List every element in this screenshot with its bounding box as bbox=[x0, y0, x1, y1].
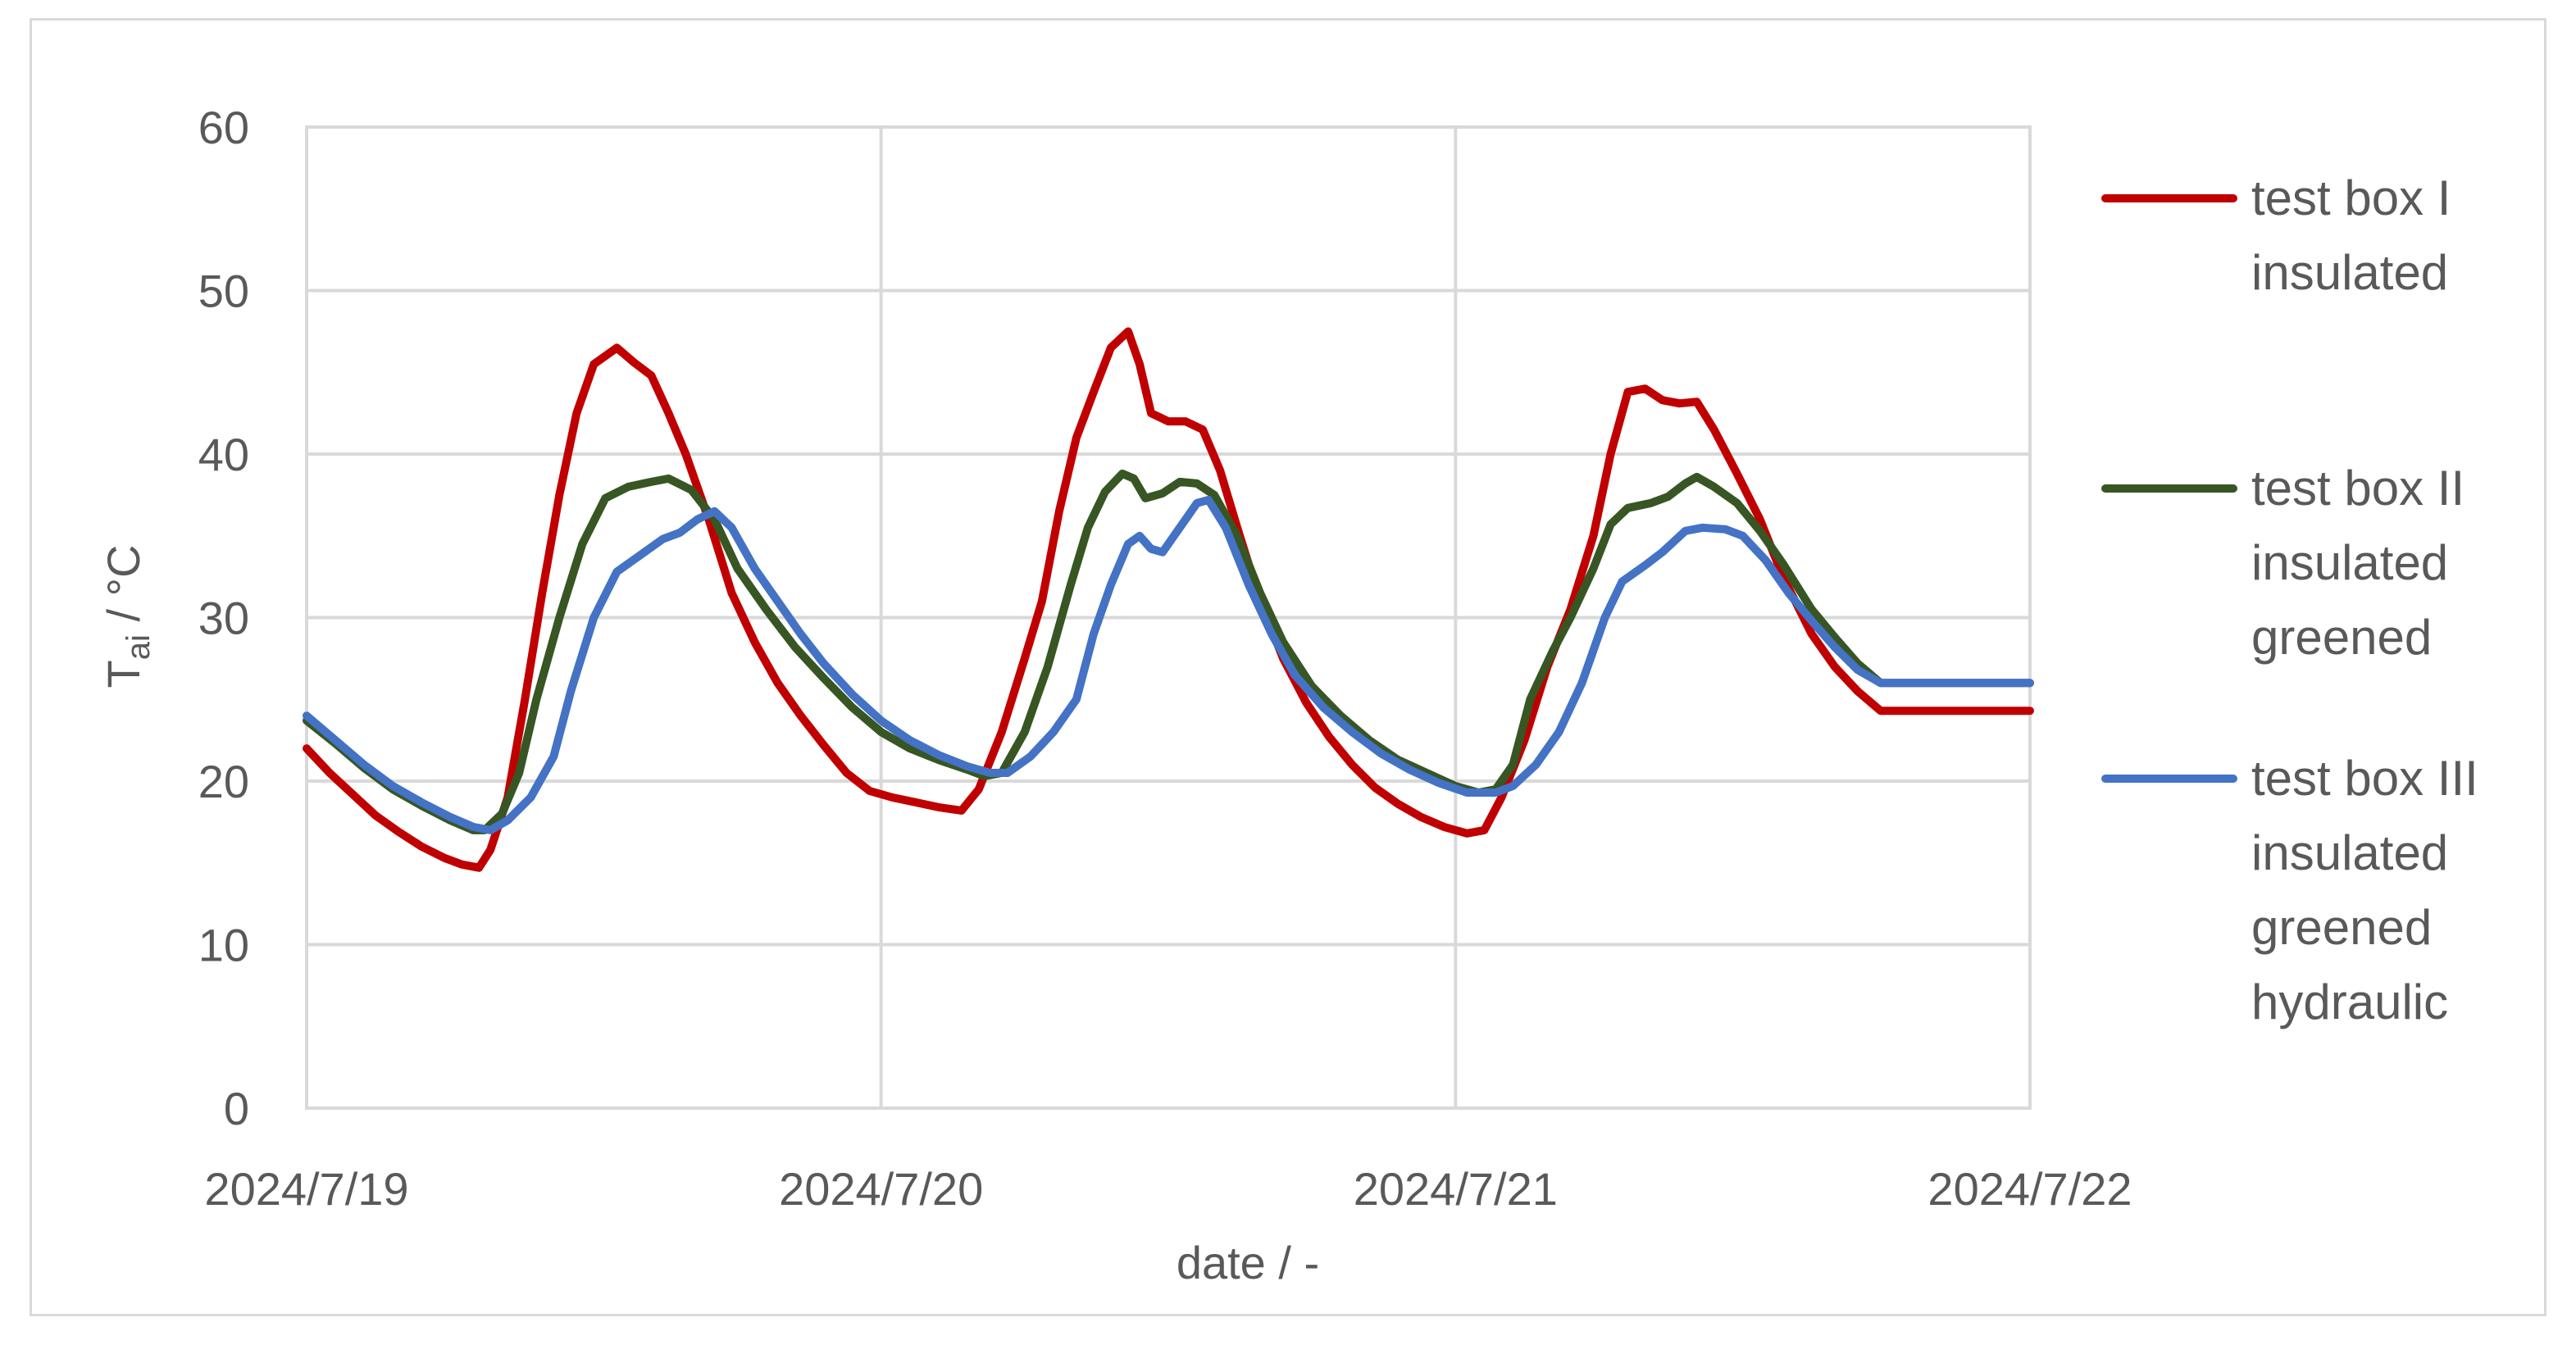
x-tick-label: 2024/7/20 bbox=[779, 1163, 983, 1215]
y-tick-label: 50 bbox=[198, 266, 249, 317]
grid-lines bbox=[307, 125, 2030, 1108]
plot-area-border bbox=[305, 125, 2032, 1110]
series-lines bbox=[303, 327, 2034, 872]
legend-label-line: greened bbox=[2251, 900, 2432, 955]
legend-entry-2: test box II insulated greened bbox=[2251, 461, 2464, 665]
x-axis-title: date / - bbox=[1176, 1237, 1319, 1288]
y-tick-label: 40 bbox=[198, 429, 249, 480]
legend-label-line: insulated bbox=[2251, 245, 2448, 300]
x-tick-label: 2024/7/19 bbox=[204, 1163, 408, 1215]
y-tick-label: 60 bbox=[198, 102, 249, 153]
plot-area bbox=[305, 125, 2032, 1110]
series-line-3 bbox=[303, 495, 2034, 834]
legend-entry-3: test box III insulated greened hydraulic bbox=[2251, 751, 2478, 1029]
legend-label-line: test box II bbox=[2251, 461, 2464, 516]
series-line-1 bbox=[303, 327, 2034, 872]
x-axis-tick-labels: 2024/7/19 2024/7/20 2024/7/21 2024/7/22 bbox=[204, 1163, 2132, 1215]
y-tick-label: 30 bbox=[198, 593, 249, 644]
y-axis-title-subscript: ai bbox=[121, 634, 157, 660]
y-tick-label: 0 bbox=[224, 1083, 249, 1134]
legend-label-line: insulated bbox=[2251, 535, 2448, 590]
legend-label-line: greened bbox=[2251, 610, 2432, 665]
series-line-2 bbox=[303, 469, 2034, 834]
legend-label-line: test box I bbox=[2251, 170, 2451, 225]
legend-entry-1: test box I insulated bbox=[2251, 170, 2451, 300]
y-tick-label: 10 bbox=[198, 920, 249, 971]
x-tick-label: 2024/7/22 bbox=[1927, 1163, 2132, 1215]
y-axis-title-unit: / °C bbox=[98, 545, 149, 635]
legend-label-line: test box III bbox=[2251, 751, 2478, 806]
y-axis-tick-labels: 0 10 20 30 40 50 60 bbox=[198, 102, 249, 1134]
x-tick-label: 2024/7/21 bbox=[1354, 1163, 1558, 1215]
legend-label-line: hydraulic bbox=[2251, 975, 2448, 1029]
y-axis-title: Tai / °C bbox=[98, 545, 157, 688]
legend-label-line: insulated bbox=[2251, 825, 2448, 880]
y-tick-label: 20 bbox=[198, 756, 249, 807]
legend: test box I insulated test box II insulated g… bbox=[2101, 170, 2478, 1029]
y-axis-title-main: T bbox=[98, 660, 149, 688]
